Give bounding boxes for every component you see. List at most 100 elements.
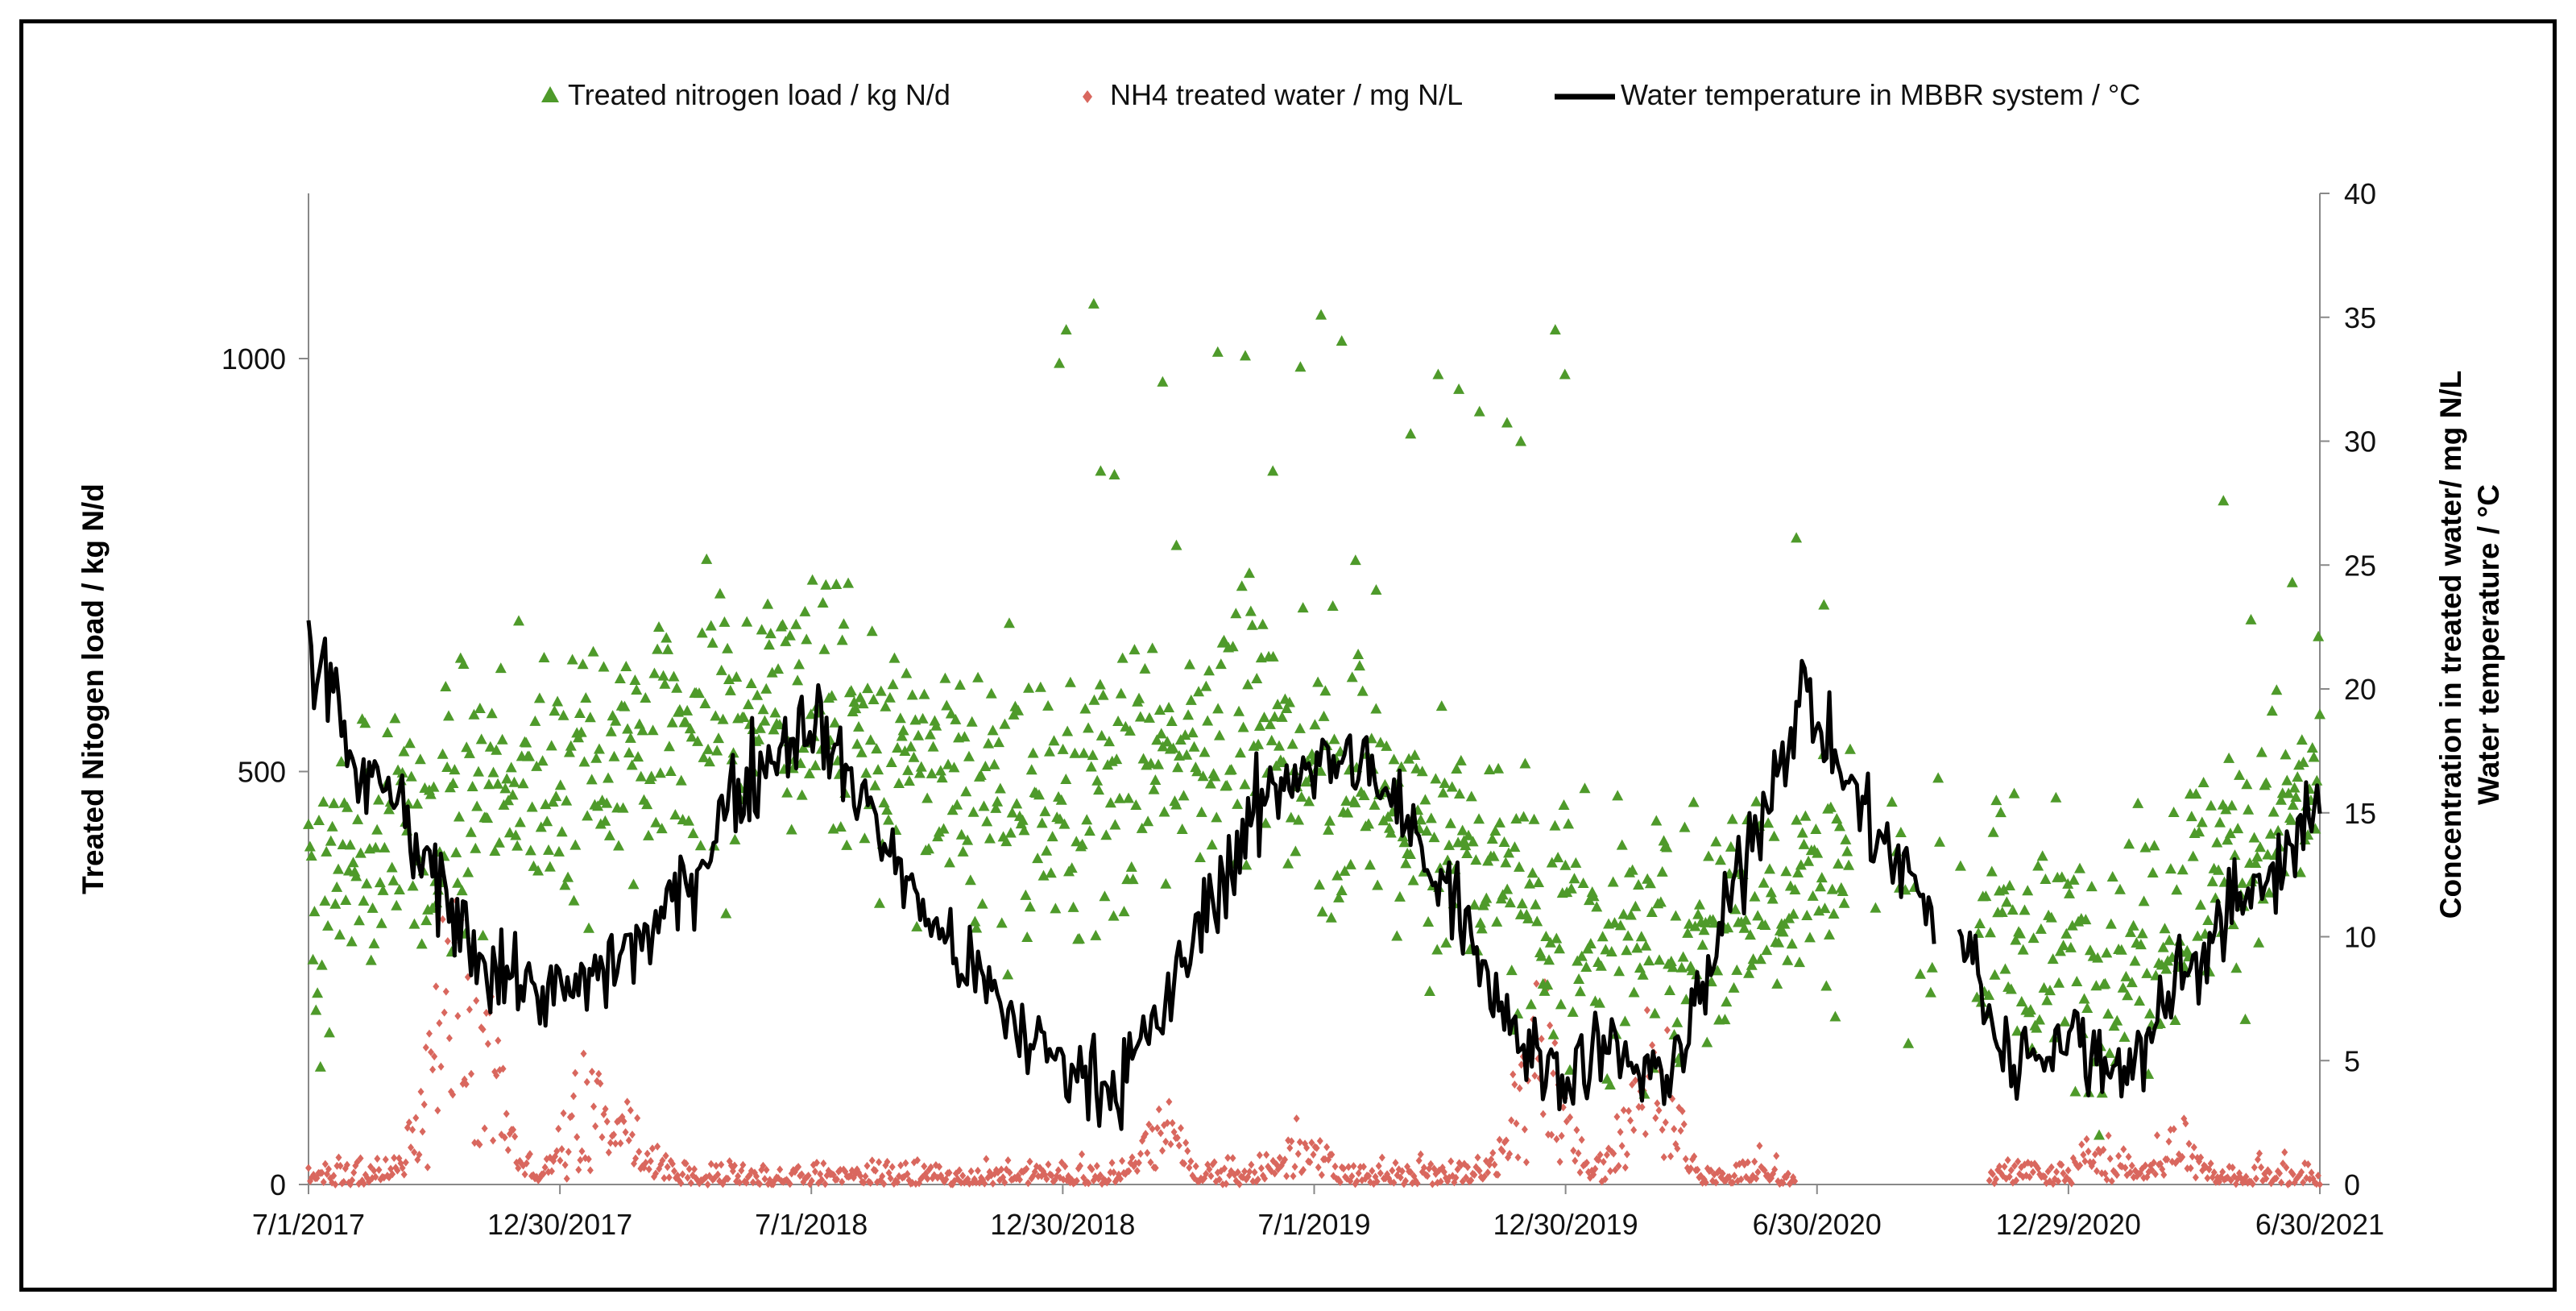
load-point [1034,681,1046,692]
load-point [508,776,520,787]
nh4-point [888,1163,896,1172]
load-point [507,789,519,800]
load-point [1573,973,1585,984]
load-point [1973,918,1986,929]
load-point [1076,838,1088,849]
load-point [1580,961,1592,973]
load-point [1493,816,1505,828]
nh4-point [503,1110,510,1118]
load-point [1158,806,1170,817]
x-tick-label: 7/1/2017 [252,1208,365,1241]
load-point [575,726,587,737]
load-point [2169,1014,2181,1026]
load-point [1055,794,1067,805]
load-point [599,815,611,826]
load-point [2226,799,2238,811]
load-point [1149,774,1162,786]
load-point [1142,815,1154,827]
load-point [2132,797,2144,808]
nh4-point [622,1128,629,1137]
load-point [1516,898,1528,909]
load-point [817,597,829,608]
nh4-point [462,1080,470,1089]
nh4-point [756,1180,764,1189]
load-point [1559,368,1571,380]
nh4-point [1249,1177,1257,1186]
load-point [703,756,715,767]
nh4-point [504,1146,511,1155]
nh4-point [731,1161,738,1170]
load-point [471,800,483,811]
nh4-point [936,1163,943,1172]
load-point [1379,778,1391,790]
load-point [1176,824,1188,835]
nh4-point [548,1167,555,1176]
load-point [1504,897,1516,908]
load-point [2010,934,2022,945]
load-point [586,774,598,785]
load-point [1167,742,1179,753]
load-point [387,874,400,886]
nh4-point [490,1136,497,1145]
load-point [1682,927,1694,938]
load-point [321,845,333,857]
load-point [743,699,755,710]
nh4-point [1993,1175,2000,1184]
nh4-point [2114,1171,2121,1180]
load-point [1197,770,1209,782]
load-point [1258,712,1270,723]
load-point [303,818,314,829]
load-point [2007,904,2019,915]
load-point [523,750,535,761]
load-point [994,782,1006,794]
load-point [1994,807,2007,818]
nh4-point [417,1087,425,1096]
nh4-point [2120,1145,2127,1154]
load-point [1407,874,1419,886]
load-point [2293,759,2305,770]
load-point [370,841,382,853]
nh4-point [685,1164,693,1173]
load-point [1838,897,1850,908]
nh4-point [1702,1178,1709,1187]
nh4-point [645,1165,652,1174]
load-point [1267,650,1279,662]
load-point [671,682,683,693]
nh4-point [603,1117,611,1126]
load-point [2202,915,2214,926]
load-point [566,653,578,665]
nh4-point [927,1163,934,1172]
load-point [598,661,610,672]
load-point [1157,375,1169,387]
nh4-point [1290,1172,1297,1180]
load-point [1136,822,1148,833]
load-point [1551,932,1563,944]
load-point [1924,986,1936,998]
nh4-point [607,1139,614,1147]
load-point [1242,678,1254,690]
series-water-temperature [306,620,2322,1131]
nh4-point [897,1161,905,1170]
legend-item-treated-nitrogen-load: Treated nitrogen load / kg N/d [541,78,950,111]
nh4-point [2197,1153,2205,1162]
load-point [1323,824,1335,835]
nh4-point [1682,1155,1689,1164]
nh4-point [354,1158,361,1167]
load-point [1336,334,1348,346]
series-treated-nitrogen-load [303,297,2325,1140]
load-point [1725,840,1737,852]
nh4-point [1096,1171,1104,1180]
nh4-point [1674,1144,1681,1153]
load-point [1428,832,1440,843]
load-point [2117,981,2129,993]
nh4-point [1283,1172,1290,1180]
nh4-point [1719,1169,1726,1178]
nh4-point [924,1174,931,1183]
load-point [1549,819,1561,831]
load-point [1369,799,1381,810]
load-point [752,689,764,700]
nh4-point [1291,1162,1298,1171]
load-point [1078,747,1090,758]
nh4-point [1323,1143,1331,1151]
nh4-point [921,1162,928,1171]
